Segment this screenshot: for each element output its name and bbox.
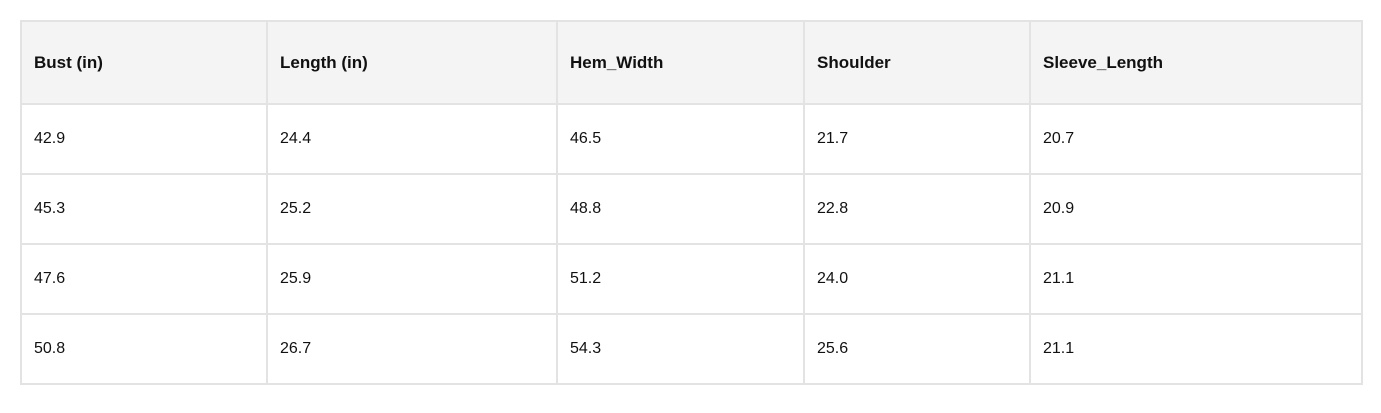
table-cell: 24.4 <box>266 103 558 175</box>
column-header: Hem_Width <box>556 20 805 105</box>
table-row: 50.8 26.7 54.3 25.6 21.1 <box>20 313 1363 385</box>
table-cell: 20.9 <box>1029 173 1363 245</box>
table-cell: 25.6 <box>803 313 1031 385</box>
size-table: Bust (in) Length (in) Hem_Width Shoulder Sle… <box>20 20 1363 385</box>
table-cell: 45.3 <box>20 173 268 245</box>
column-header: Sleeve_Length <box>1029 20 1363 105</box>
table-cell: 54.3 <box>556 313 805 385</box>
table-cell: 26.7 <box>266 313 558 385</box>
table-cell: 42.9 <box>20 103 268 175</box>
table-cell: 20.7 <box>1029 103 1363 175</box>
table-cell: 25.2 <box>266 173 558 245</box>
table-cell: 21.1 <box>1029 243 1363 315</box>
table-cell: 47.6 <box>20 243 268 315</box>
table-header: Bust (in) Length (in) Hem_Width Shoulder Sle… <box>20 20 1363 105</box>
column-header: Bust (in) <box>20 20 268 105</box>
column-header: Shoulder <box>803 20 1031 105</box>
table-cell: 21.7 <box>803 103 1031 175</box>
table-row: 45.3 25.2 48.8 22.8 20.9 <box>20 173 1363 245</box>
table-cell: 25.9 <box>266 243 558 315</box>
table-cell: 51.2 <box>556 243 805 315</box>
column-header: Length (in) <box>266 20 558 105</box>
table-cell: 21.1 <box>1029 313 1363 385</box>
table-cell: 46.5 <box>556 103 805 175</box>
table-row: 47.6 25.9 51.2 24.0 21.1 <box>20 243 1363 315</box>
table-cell: 50.8 <box>20 313 268 385</box>
header-row: Bust (in) Length (in) Hem_Width Shoulder Sle… <box>20 20 1363 105</box>
table-row: 42.9 24.4 46.5 21.7 20.7 <box>20 103 1363 175</box>
table-body: 42.9 24.4 46.5 21.7 20.7 45.3 25.2 48.8 22.8 20.9… <box>20 103 1363 385</box>
table-cell: 48.8 <box>556 173 805 245</box>
table-cell: 24.0 <box>803 243 1031 315</box>
table-cell: 22.8 <box>803 173 1031 245</box>
